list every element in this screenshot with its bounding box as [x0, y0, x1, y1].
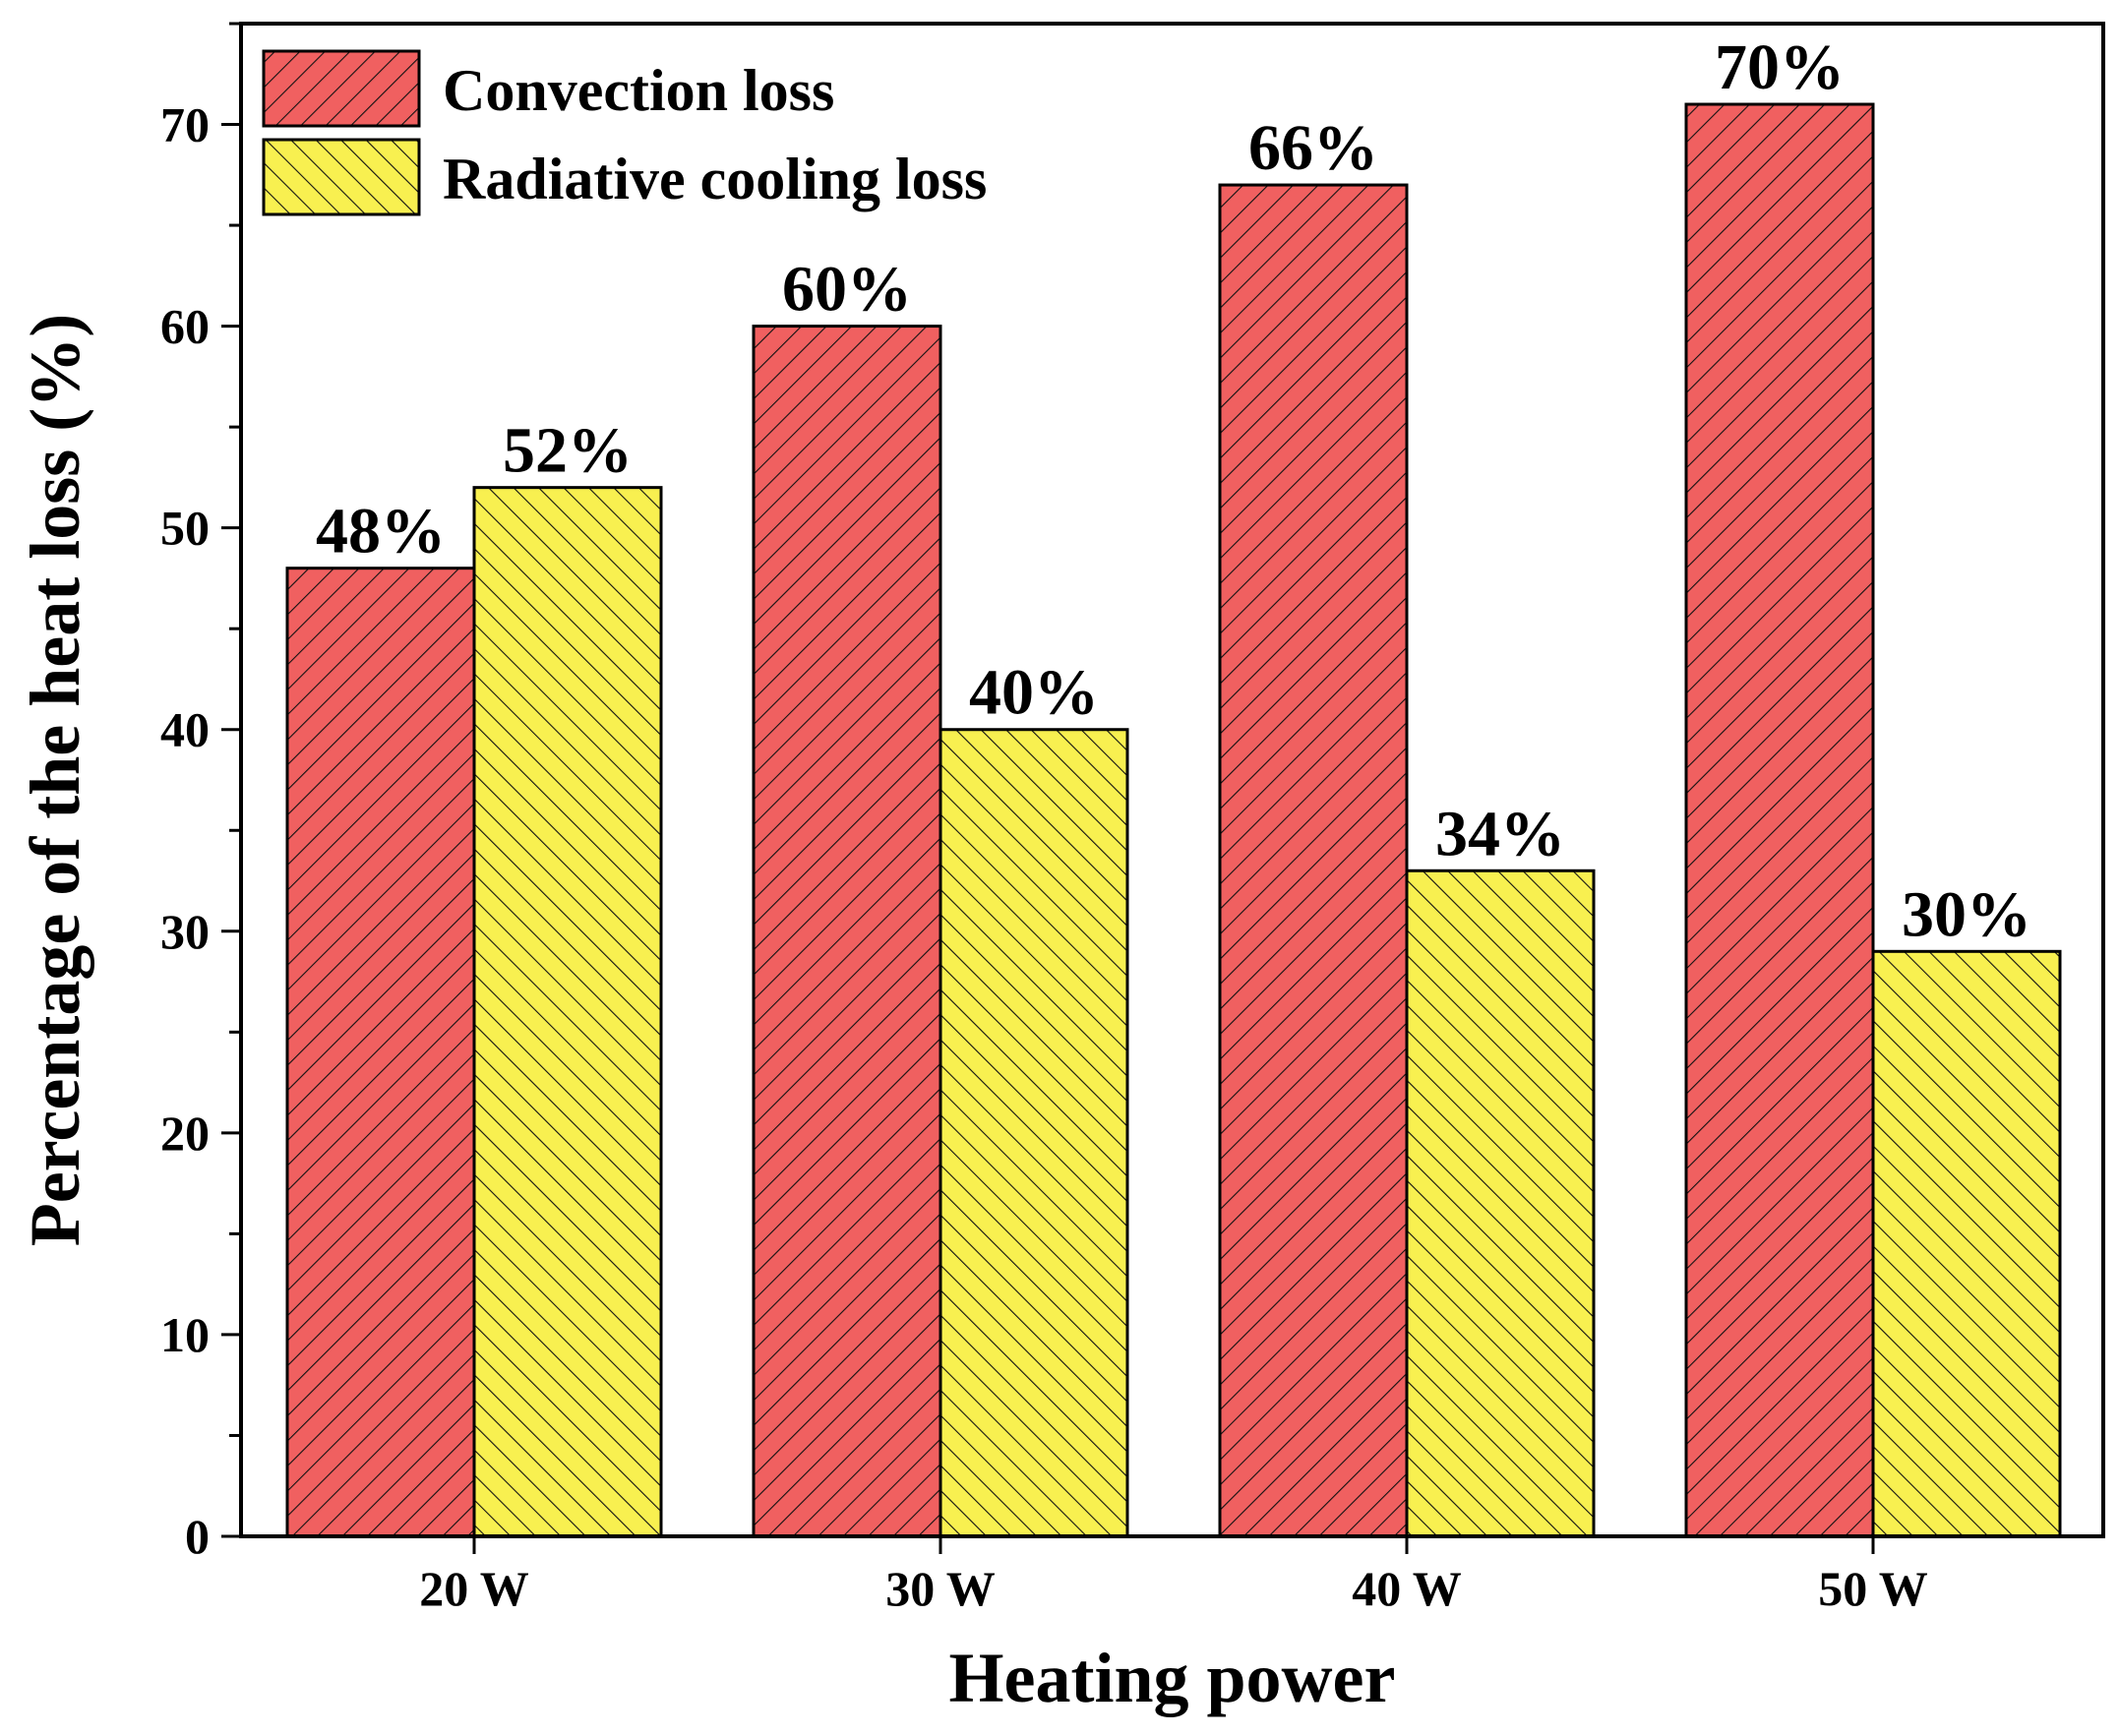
data-labels-layer: 48% 52% 60% 40% 66% 34% 70% 30% — [316, 31, 2031, 950]
y-tick-label: 70 — [160, 97, 210, 152]
y-tick-label: 30 — [160, 904, 210, 959]
plot-frame — [239, 22, 2105, 1538]
legend-label-convection: Convection loss — [443, 58, 834, 123]
bars-layer — [285, 102, 2062, 1538]
bar-radiative-50w — [1871, 949, 2062, 1538]
bar-convection-40w — [1218, 183, 1409, 1538]
data-label-radiative-20w: 52% — [503, 415, 633, 487]
x-axis-title: Heating power — [949, 1639, 1396, 1717]
data-label-convection-30w: 60% — [782, 254, 912, 326]
legend: Convection loss Radiative cooling loss — [262, 49, 987, 216]
data-label-radiative-30w: 40% — [969, 657, 1099, 729]
bar-convection-50w — [1684, 102, 1875, 1538]
x-tick-label: 20 W — [419, 1561, 529, 1616]
x-tick-label: 30 W — [885, 1561, 996, 1616]
y-axis: 0 10 20 30 40 50 60 70 — [160, 22, 241, 1564]
legend-swatch-convection — [262, 49, 421, 128]
y-tick-label: 40 — [160, 702, 210, 757]
y-tick-label: 10 — [160, 1307, 210, 1362]
x-tick-label: 50 W — [1818, 1561, 1928, 1616]
y-tick-label: 50 — [160, 501, 210, 556]
x-axis: 20 W 30 W 40 W 50 W — [419, 1536, 1928, 1616]
bar-radiative-40w — [1405, 868, 1596, 1538]
data-label-radiative-50w: 30% — [1902, 878, 2031, 950]
bar-radiative-20w — [472, 486, 663, 1538]
y-tick-label: 60 — [160, 299, 210, 354]
y-tick-label: 20 — [160, 1106, 210, 1161]
data-label-convection-40w: 66% — [1248, 112, 1378, 184]
data-label-radiative-40w: 34% — [1435, 798, 1565, 869]
data-label-convection-20w: 48% — [316, 496, 446, 568]
legend-swatch-radiative — [262, 138, 421, 216]
legend-label-radiative: Radiative cooling loss — [443, 147, 987, 211]
y-tick-label: 0 — [185, 1509, 210, 1564]
data-label-convection-50w: 70% — [1715, 31, 1845, 103]
bar-convection-30w — [752, 325, 942, 1538]
x-tick-label: 40 W — [1352, 1561, 1462, 1616]
y-axis-title: Percentage of the heat loss (%) — [16, 314, 94, 1246]
bar-radiative-30w — [939, 728, 1129, 1538]
bar-convection-20w — [285, 567, 476, 1538]
